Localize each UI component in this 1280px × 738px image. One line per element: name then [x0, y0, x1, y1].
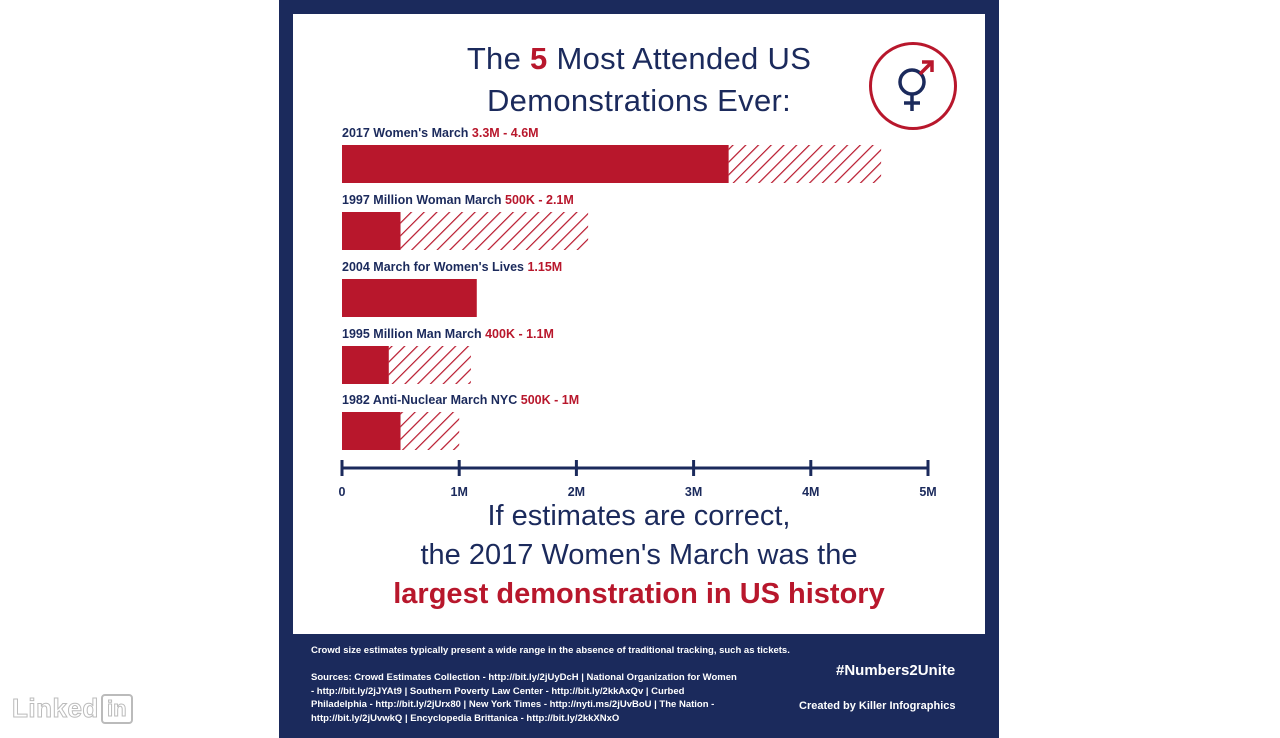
bar-range-label: 3.3M - 4.6M: [471, 126, 539, 140]
credit-text: Created by Killer Infographics: [799, 700, 956, 712]
title-line-2: Demonstrations Ever:: [486, 83, 792, 118]
watermark-logo-box: in: [100, 693, 133, 724]
sources-line: http://bit.ly/2jUvwkQ | Encyclopedia Bri…: [311, 712, 620, 724]
bar-label: 1982 Anti-Nuclear March NYC 500K - 1M: [342, 393, 579, 407]
bar-low-estimate: [342, 279, 477, 317]
bar-range-estimate: [728, 145, 882, 183]
title-number: 5: [530, 41, 548, 76]
bar-name: 2004 March for Women's Lives: [342, 260, 528, 274]
x-tick-label: 5M: [919, 485, 937, 499]
conclusion-highlight: largest demonstration in US history: [393, 578, 885, 610]
gender-symbol-icon: [869, 42, 957, 130]
x-tick-label: 3M: [684, 485, 703, 499]
bar-range-estimate: [400, 412, 460, 450]
bar-low-estimate: [342, 145, 729, 183]
bar-name: 1995 Million Man March: [342, 327, 486, 341]
title-line-1: The 5 Most Attended US: [466, 41, 812, 76]
bar-range-label: 500K - 1M: [520, 393, 580, 407]
bar-label: 2004 March for Women's Lives 1.15M: [342, 260, 562, 274]
bar-range-label: 400K - 1.1M: [485, 327, 554, 341]
conclusion-line-2: the 2017 Women's March was the: [420, 539, 858, 571]
sources-line: Philadelphia - http://bit.ly/2jUrx80 | N…: [311, 699, 715, 710]
linkedin-watermark: Linked in: [12, 693, 133, 724]
sources-line: Sources: Crowd Estimates Collection - ht…: [311, 672, 737, 683]
chart-title: The 5 Most Attended US Demonstrations Ev…: [279, 38, 999, 122]
sources-text: Sources: Crowd Estimates Collection - ht…: [311, 671, 781, 725]
bar-range-label: 1.15M: [527, 260, 563, 274]
sources-line: - http://bit.ly/2jJYAt9 | Southern Pover…: [311, 685, 685, 697]
bar-low-estimate: [342, 212, 401, 250]
bar-label: 1995 Million Man March 400K - 1.1M: [342, 327, 554, 341]
bar-name: 1997 Million Woman March: [342, 193, 506, 207]
bar-chart: [340, 145, 930, 476]
bar-low-estimate: [342, 412, 401, 450]
x-tick-label: 0: [338, 485, 346, 499]
bar-range-estimate: [388, 346, 471, 384]
watermark-text: Linked: [12, 693, 99, 724]
x-tick-label: 2M: [567, 485, 586, 499]
bar-label: 1997 Million Woman March 500K - 2.1M: [342, 193, 574, 207]
bar-name: 2017 Women's March: [342, 126, 472, 140]
conclusion-line-1: If estimates are correct,: [487, 500, 791, 532]
bar-name: 1982 Anti-Nuclear March NYC: [342, 393, 521, 407]
hashtag: #Numbers2Unite: [836, 662, 956, 679]
x-tick-label: 1M: [450, 485, 468, 499]
infographic-card: [293, 14, 985, 634]
bar-label: 2017 Women's March 3.3M - 4.6M: [342, 126, 539, 140]
footer-note: Crowd size estimates typically present a…: [311, 645, 790, 656]
bar-range-estimate: [400, 212, 589, 250]
bar-low-estimate: [342, 346, 389, 384]
conclusion-text: If estimates are correct, the 2017 Women…: [279, 497, 999, 614]
infographic-poster: [279, 0, 999, 738]
x-tick-label: 4M: [802, 485, 820, 499]
bar-range-label: 500K - 2.1M: [505, 193, 574, 207]
